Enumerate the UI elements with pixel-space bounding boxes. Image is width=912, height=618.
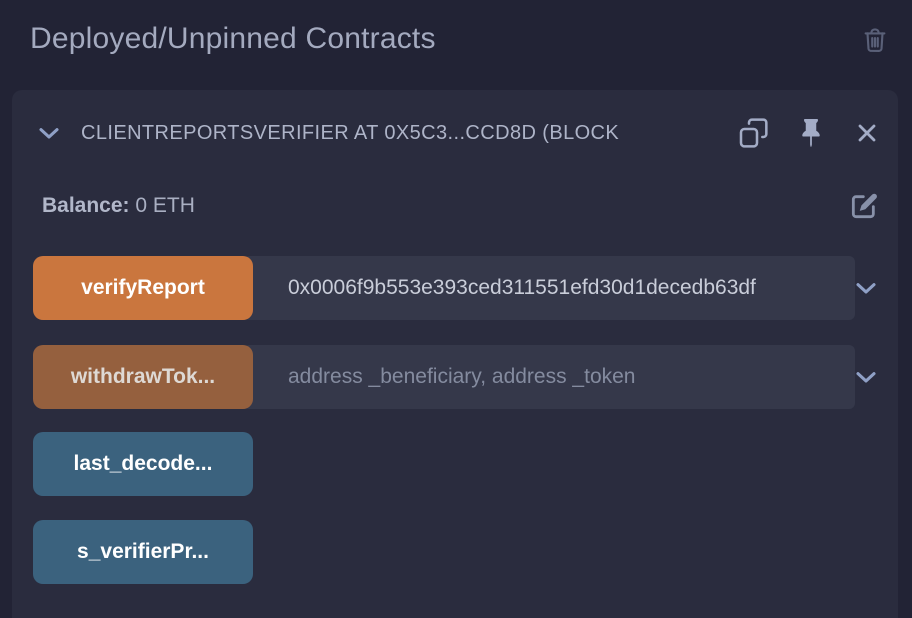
balance-text: Balance: 0 ETH: [42, 194, 195, 218]
pin-contract-button[interactable]: [797, 118, 825, 148]
function-button-last_decoded[interactable]: last_decode...: [33, 432, 253, 496]
chevron-down-icon: [33, 117, 65, 149]
contract-header: CLIENTREPORTSVERIFIER AT 0X5C3...CCD8D (…: [33, 110, 881, 156]
function-args-input[interactable]: [243, 345, 855, 409]
function-row: verifyReport: [33, 256, 898, 320]
contract-collapse-toggle[interactable]: [33, 117, 65, 149]
contract-card: CLIENTREPORTSVERIFIER AT 0X5C3...CCD8D (…: [12, 90, 898, 618]
chevron-down-icon: [850, 361, 882, 393]
contract-title: CLIENTREPORTSVERIFIER AT 0X5C3...CCD8D (…: [81, 121, 620, 144]
function-button-verifyReport[interactable]: verifyReport: [33, 256, 253, 320]
trash-icon: [860, 23, 890, 55]
copy-address-button[interactable]: [737, 116, 769, 150]
balance-value: 0 ETH: [135, 194, 195, 217]
close-icon: [853, 119, 881, 147]
panel-header: Deployed/Unpinned Contracts: [0, 0, 912, 78]
contract-header-actions: [737, 116, 881, 150]
function-row: last_decode...: [33, 432, 898, 496]
balance-label: Balance:: [42, 194, 130, 217]
edit-balance-button[interactable]: [848, 190, 880, 222]
pin-icon: [797, 118, 825, 148]
remove-contract-button[interactable]: [853, 119, 881, 147]
balance-row: Balance: 0 ETH: [42, 188, 880, 224]
expand-params-button[interactable]: [850, 361, 882, 393]
function-button-withdrawToken[interactable]: withdrawTok...: [33, 345, 253, 409]
expand-params-button[interactable]: [850, 272, 882, 304]
chevron-down-icon: [850, 272, 882, 304]
copy-icon: [737, 116, 769, 150]
function-args-input[interactable]: [243, 256, 855, 320]
clear-all-button[interactable]: [860, 23, 890, 55]
page-title: Deployed/Unpinned Contracts: [30, 22, 436, 55]
function-button-s_verifierProxy[interactable]: s_verifierPr...: [33, 520, 253, 584]
edit-icon: [848, 190, 880, 222]
function-row: withdrawTok...: [33, 345, 898, 409]
function-row: s_verifierPr...: [33, 520, 898, 584]
